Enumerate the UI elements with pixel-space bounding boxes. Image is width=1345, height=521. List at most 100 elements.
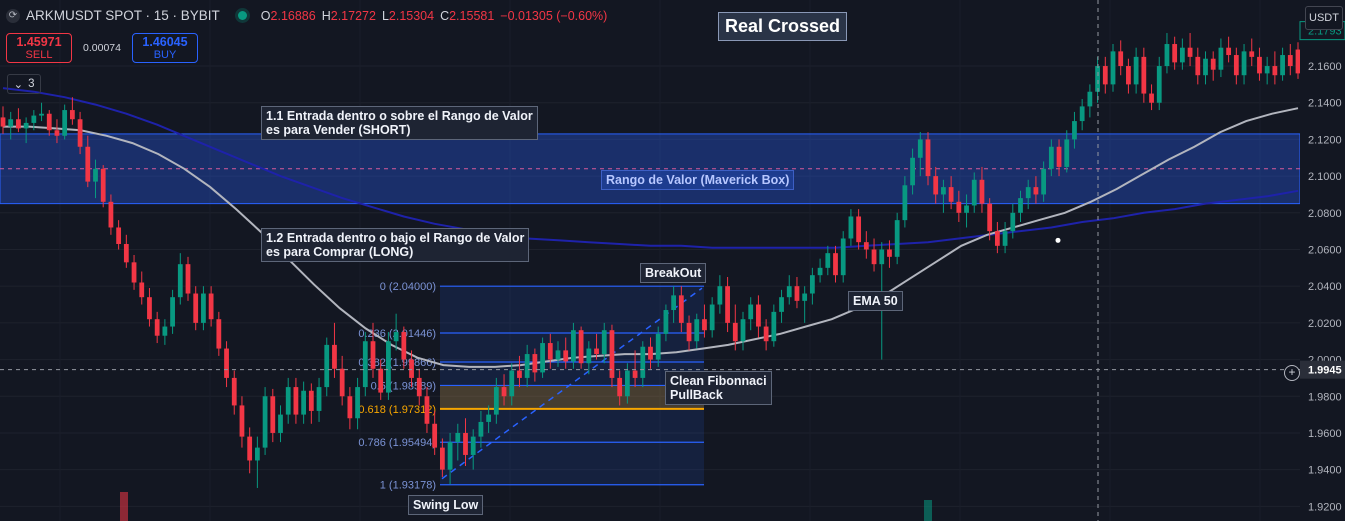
candle-body xyxy=(486,414,492,422)
candle-body xyxy=(732,322,738,342)
candle-body xyxy=(1241,51,1247,76)
ohlc-item: O2.16886 xyxy=(261,9,316,23)
indicators-toggle[interactable]: ⌄ 3 xyxy=(7,74,41,94)
y-tick-label: 2.0800 xyxy=(1308,208,1342,220)
y-tick-label: 1.9600 xyxy=(1308,428,1342,440)
candle-body xyxy=(216,319,222,349)
candle-body xyxy=(501,387,507,397)
candle-body xyxy=(994,231,1000,246)
ohlc-values: O2.16886 H2.17272 L2.15304 C2.15581 −0.01305… xyxy=(261,9,608,23)
fib-label-line1: Clean Fibonnaci xyxy=(670,374,767,388)
ohlc-item: H2.17272 xyxy=(322,9,376,23)
candle-body xyxy=(609,330,615,378)
candle-body xyxy=(1187,47,1193,57)
candle-body xyxy=(725,286,730,323)
candle-body xyxy=(887,249,892,257)
candle-body xyxy=(93,168,98,182)
ohlc-key: H xyxy=(321,8,331,23)
candle-body xyxy=(594,348,599,355)
candle-body xyxy=(786,286,792,298)
volume-bars xyxy=(120,492,932,521)
volume-bar xyxy=(924,500,932,521)
candle-body xyxy=(971,179,977,206)
add-alert-icon[interactable]: + xyxy=(1284,365,1300,381)
sell-label: SELL xyxy=(25,49,53,61)
candle-body xyxy=(933,176,939,195)
candle-body xyxy=(332,344,337,369)
candle-body xyxy=(455,432,461,443)
sell-price: 1.45971 xyxy=(16,35,62,49)
ohlc-key: L xyxy=(381,8,389,23)
candle-body xyxy=(409,359,414,378)
candle-body xyxy=(1179,47,1185,63)
candle-body xyxy=(624,370,630,397)
candle-body xyxy=(16,119,21,129)
candle-body xyxy=(771,311,777,342)
candle-body xyxy=(547,343,553,360)
candle-body xyxy=(678,295,684,323)
candle-body xyxy=(1249,51,1255,57)
candle-body xyxy=(848,216,854,239)
candle-body xyxy=(116,227,122,244)
candles xyxy=(0,33,1301,488)
fib-level-label: 0.618 (1.97312) xyxy=(358,404,436,416)
candle-body xyxy=(470,436,476,455)
candle-body xyxy=(139,282,145,298)
candle-body xyxy=(1210,58,1216,70)
y-tick-label: 2.1200 xyxy=(1308,134,1342,146)
candle-body xyxy=(278,414,283,433)
candle-body xyxy=(1126,66,1131,85)
candle-body xyxy=(925,139,931,177)
candle-body xyxy=(1056,146,1062,167)
candle-body xyxy=(910,157,915,186)
candle-body xyxy=(863,242,869,250)
candle-body xyxy=(1226,47,1232,56)
candle-body xyxy=(917,139,923,158)
grid xyxy=(0,65,1300,507)
symbol-title[interactable]: ARKMUSDT SPOT · 15 · BYBIT xyxy=(26,8,220,23)
candle-body xyxy=(23,122,29,129)
candle-body xyxy=(663,310,669,334)
symbol-icon[interactable]: ⟳ xyxy=(6,8,20,23)
ema-label: EMA 50 xyxy=(848,291,903,311)
candle-body xyxy=(1164,44,1170,67)
candle-body xyxy=(208,293,214,320)
candle-body xyxy=(131,262,137,283)
candle-body xyxy=(100,168,106,202)
y-tick-label: 2.0400 xyxy=(1308,281,1342,293)
ohlc-item: L2.15304 xyxy=(382,9,434,23)
candle-body xyxy=(1064,139,1070,167)
note-long-line2: es para Comprar (LONG) xyxy=(266,245,414,259)
candle-body xyxy=(1033,187,1039,195)
candle-body xyxy=(247,436,253,461)
candle-body xyxy=(794,286,800,301)
candle-body xyxy=(231,377,237,406)
candle-body xyxy=(478,421,484,437)
candle-body xyxy=(948,187,954,202)
candle-body xyxy=(1257,56,1262,74)
candle-body xyxy=(856,216,862,243)
maverick-box xyxy=(0,133,1301,205)
currency-button[interactable]: USDT xyxy=(1305,6,1343,30)
candle-body xyxy=(987,203,993,232)
note-short: 1.1 Entrada dentro o sobre el Rango de V… xyxy=(261,106,538,140)
buy-button[interactable]: 1.46045 BUY xyxy=(132,33,198,63)
candle-body xyxy=(717,286,723,305)
candle-body xyxy=(1133,56,1139,85)
candle-body xyxy=(432,423,438,448)
candle-body xyxy=(31,115,37,123)
candle-body xyxy=(285,387,291,415)
candle-body xyxy=(871,249,877,265)
candle-body xyxy=(1087,91,1093,107)
candle-body xyxy=(833,253,838,276)
candle-body xyxy=(655,333,661,360)
y-tick-label: 2.1000 xyxy=(1308,171,1342,183)
chart-header: ⟳ ARKMUSDT SPOT · 15 · BYBIT O2.16886 H2.… xyxy=(6,8,607,23)
volume-bar xyxy=(120,492,128,521)
candle-body xyxy=(339,368,345,397)
candle-body xyxy=(108,201,114,228)
sell-button[interactable]: 1.45971 SELL xyxy=(6,33,72,63)
candle-body xyxy=(347,396,353,419)
note-long-line1: 1.2 Entrada dentro o bajo el Rango de Va… xyxy=(266,231,525,245)
